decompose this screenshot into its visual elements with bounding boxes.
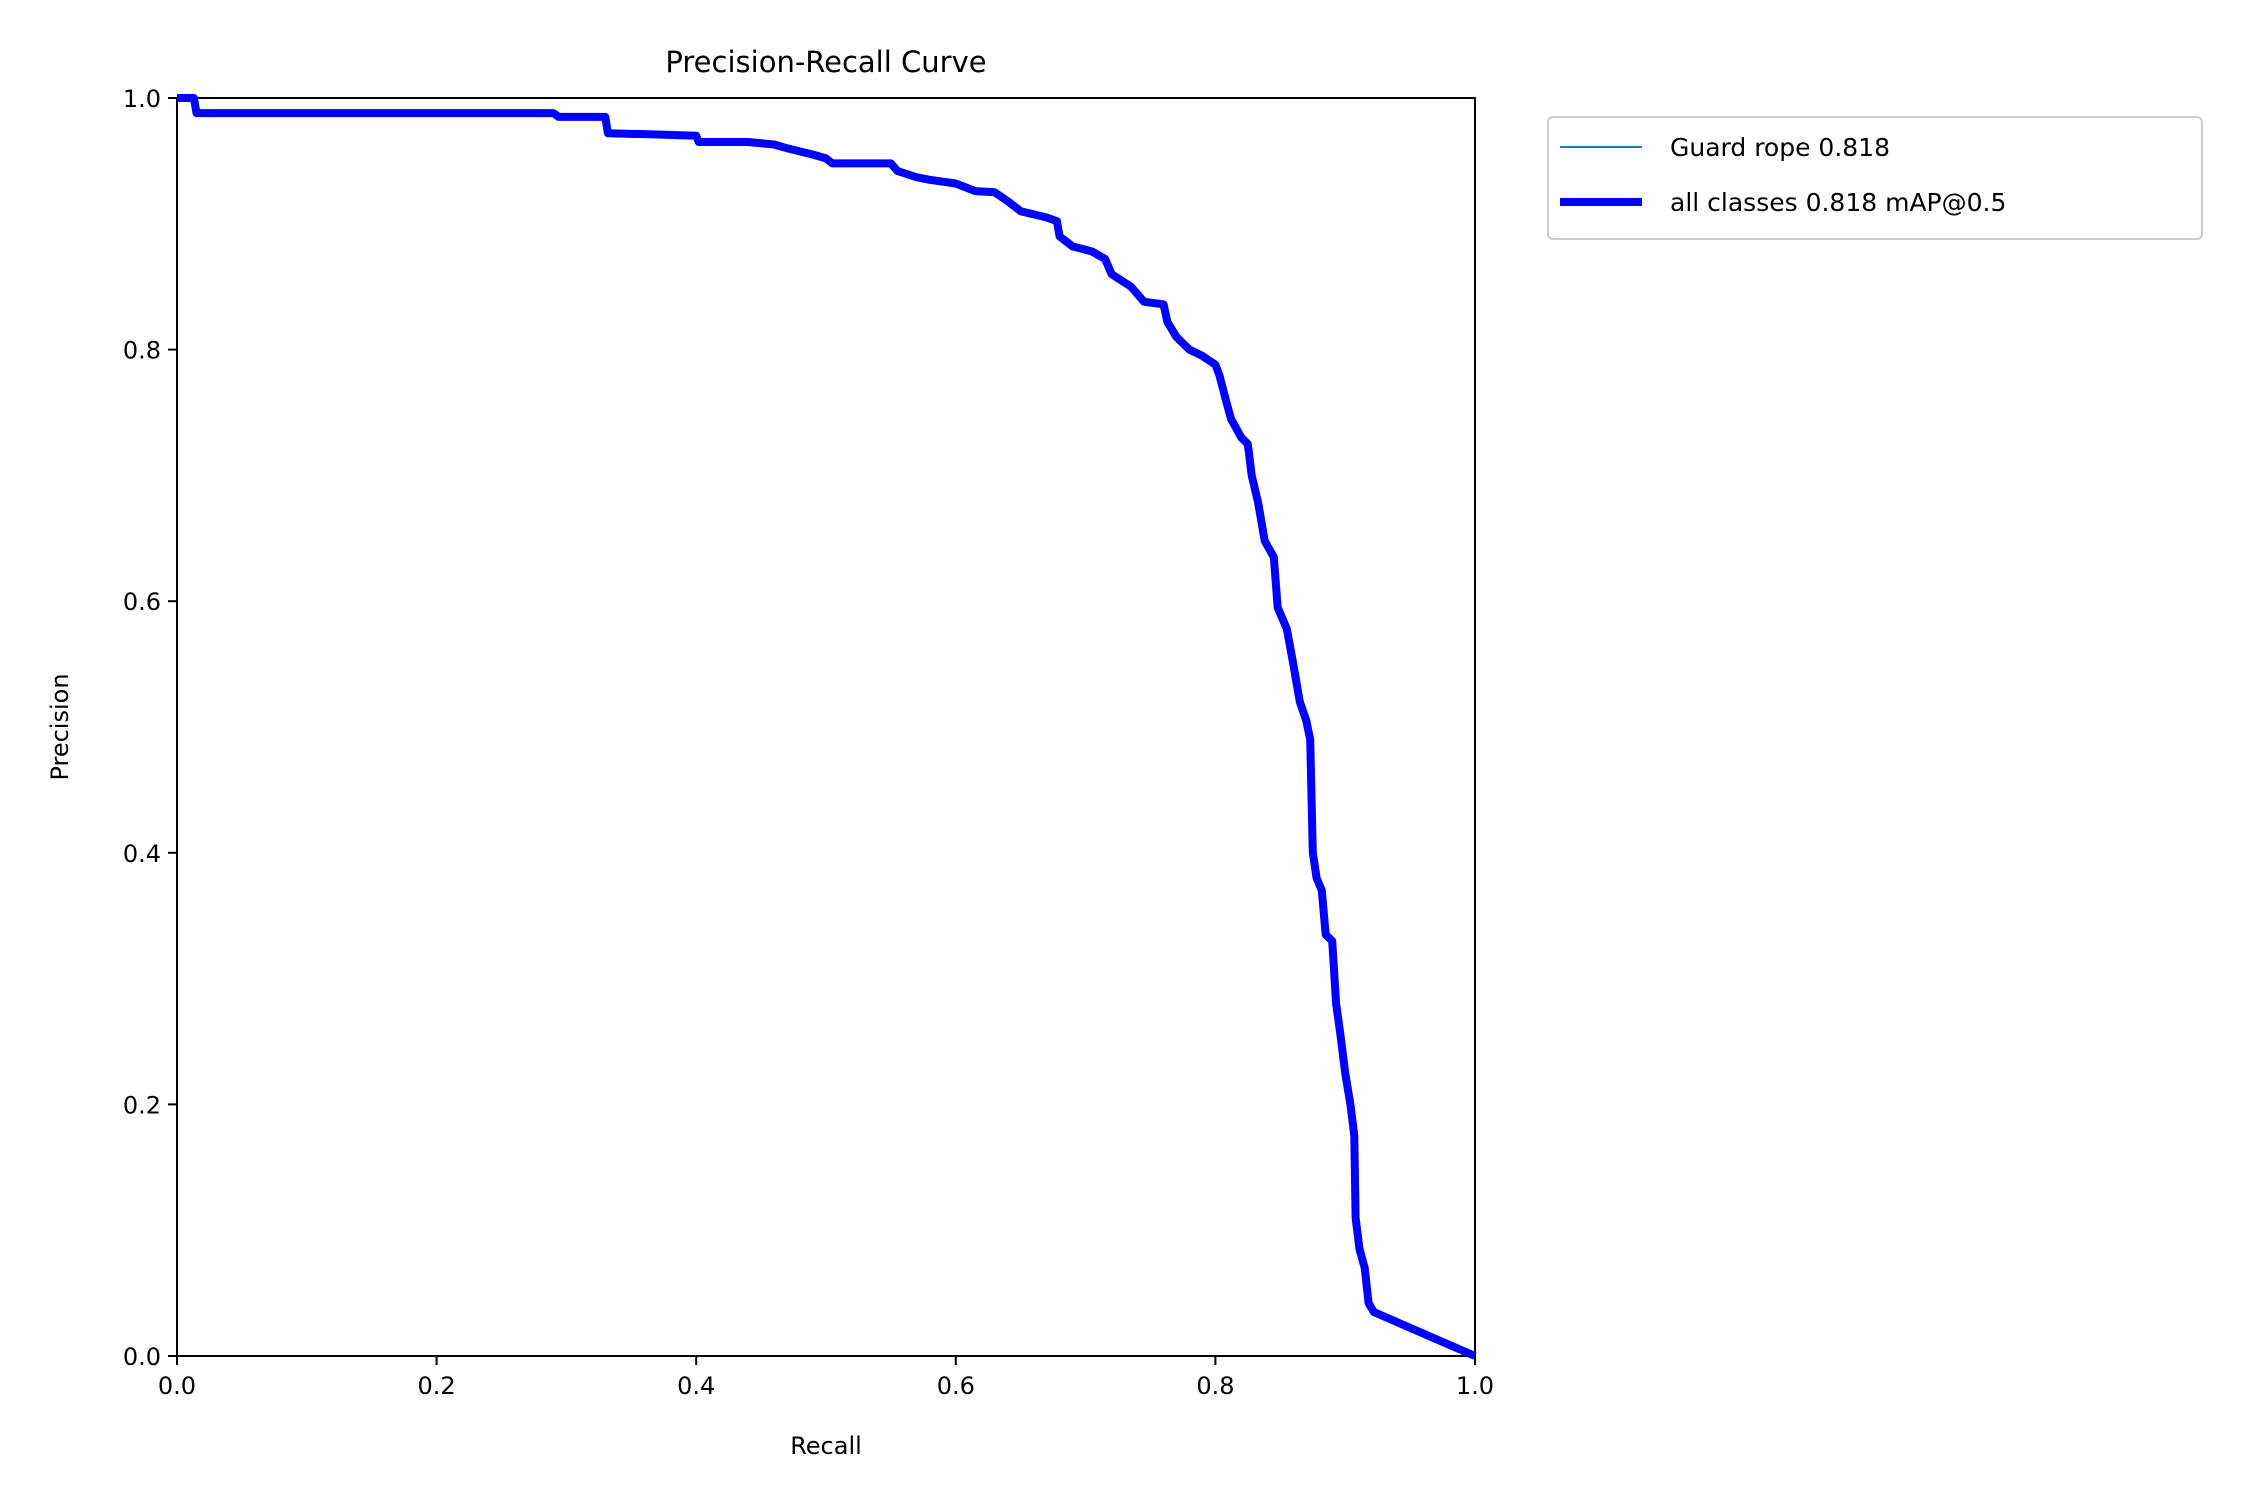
y-axis-label: Precision bbox=[46, 673, 74, 780]
y-tick-label: 0.8 bbox=[123, 337, 161, 365]
x-tick-label: 0.2 bbox=[418, 1372, 456, 1400]
legend-box bbox=[1547, 116, 2203, 240]
x-tick-label: 0.4 bbox=[677, 1372, 715, 1400]
y-tick-label: 1.0 bbox=[123, 85, 161, 113]
y-axis-ticks: 0.0 0.2 0.4 0.6 0.8 1.0 bbox=[123, 85, 177, 1371]
y-tick-label: 0.0 bbox=[123, 1343, 161, 1371]
legend-label-guard-rope: Guard rope 0.818 bbox=[1670, 133, 1890, 162]
x-axis-ticks: 0.0 0.2 0.4 0.6 0.8 1.0 bbox=[158, 1356, 1494, 1400]
x-tick-label: 1.0 bbox=[1456, 1372, 1494, 1400]
plot-frame bbox=[176, 97, 1476, 1357]
x-tick-label: 0.6 bbox=[937, 1372, 975, 1400]
x-axis-label: Recall bbox=[790, 1432, 862, 1460]
legend-label-all-classes: all classes 0.818 mAP@0.5 bbox=[1670, 188, 2006, 217]
series-layer bbox=[177, 94, 1477, 1360]
x-tick-label: 0.8 bbox=[1196, 1372, 1234, 1400]
y-tick-label: 0.4 bbox=[123, 840, 161, 868]
legend: Guard rope 0.818 all classes 0.818 mAP@0… bbox=[1547, 116, 2203, 240]
chart-title: Precision-Recall Curve bbox=[665, 45, 986, 79]
y-tick-label: 0.6 bbox=[123, 588, 161, 616]
plot-area bbox=[176, 94, 1477, 1360]
y-tick-label: 0.2 bbox=[123, 1091, 161, 1119]
x-tick-label: 0.0 bbox=[158, 1372, 196, 1400]
series-line-all-classes bbox=[177, 94, 1477, 1360]
